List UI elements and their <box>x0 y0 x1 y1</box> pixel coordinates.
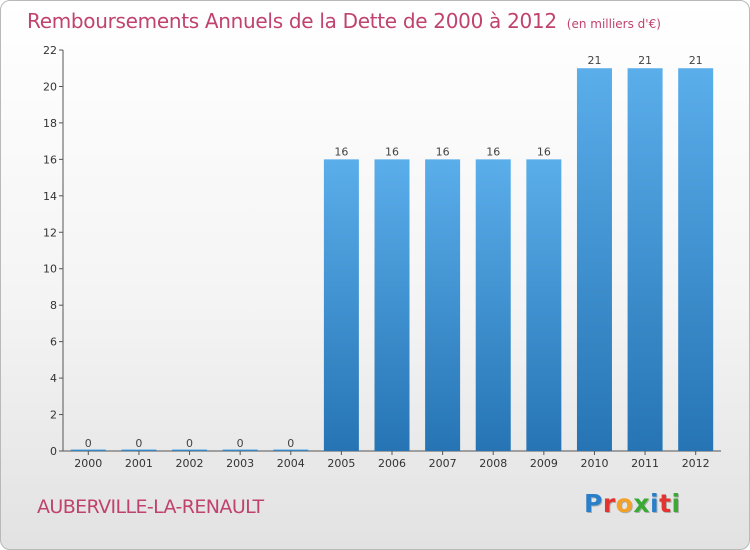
x-tick-label: 2012 <box>682 457 710 470</box>
bar <box>678 68 714 452</box>
x-axis: 2000 2001 2002 2003 2004 2005 2006 2007 2008 2009… <box>63 450 721 470</box>
x-tick-label: 2006 <box>378 457 406 470</box>
x-tick-label: 2009 <box>530 457 558 470</box>
bar <box>172 449 208 451</box>
y-tick-label: 18 <box>43 117 57 130</box>
bar <box>576 68 612 452</box>
bar <box>475 159 511 451</box>
bar <box>70 449 106 451</box>
data-label: 21 <box>689 54 703 67</box>
logo-letter: t <box>659 489 672 518</box>
data-label: 0 <box>287 437 294 450</box>
y-tick-label: 14 <box>43 190 57 203</box>
data-labels: 0 0 0 0 0 16 16 16 16 16 21 21 21 <box>85 54 703 450</box>
commune-name: AUBERVILLE-LA-RENAULT <box>37 496 264 518</box>
logo-letter: x <box>633 489 650 518</box>
x-tick-label: 2010 <box>580 457 608 470</box>
chart-title: Remboursements Annuels de la Dette de 20… <box>27 9 661 33</box>
bar <box>425 159 461 451</box>
chart-subtitle: (en milliers d'€) <box>566 17 661 31</box>
bar <box>627 68 663 452</box>
logo-letter: P <box>584 489 603 518</box>
data-label: 16 <box>436 145 450 158</box>
data-label: 0 <box>237 437 244 450</box>
y-tick-label: 6 <box>50 336 57 349</box>
proxiti-logo[interactable]: Proxiti <box>584 489 681 518</box>
bars <box>70 68 714 452</box>
bar <box>121 449 157 451</box>
x-tick-label: 2005 <box>327 457 355 470</box>
y-tick-label: 4 <box>50 372 57 385</box>
x-tick-label: 2004 <box>277 457 305 470</box>
data-label: 21 <box>587 54 601 67</box>
logo-letter: o <box>615 489 634 518</box>
y-tick-label: 0 <box>50 445 57 458</box>
x-tick-label: 2007 <box>429 457 457 470</box>
x-tick-label: 2011 <box>631 457 659 470</box>
bar <box>222 449 258 451</box>
chart-title-text: Remboursements Annuels de la Dette de 20… <box>27 9 557 33</box>
logo-letter: i <box>671 489 681 518</box>
x-tick-label: 2001 <box>125 457 153 470</box>
data-label: 0 <box>135 437 142 450</box>
y-tick-label: 2 <box>50 409 57 422</box>
data-label: 16 <box>537 145 551 158</box>
logo-letter: i <box>650 489 660 518</box>
data-label: 21 <box>638 54 652 67</box>
bar <box>323 159 359 451</box>
y-axis: 0 2 4 6 8 10 12 14 16 18 20 22 <box>43 44 64 458</box>
y-tick-label: 8 <box>50 299 57 312</box>
y-tick-label: 20 <box>43 80 57 93</box>
x-tick-label: 2008 <box>479 457 507 470</box>
y-tick-label: 16 <box>43 153 57 166</box>
logo-letter: r <box>602 489 616 518</box>
data-label: 0 <box>186 437 193 450</box>
y-tick-label: 12 <box>43 226 57 239</box>
y-tick-label: 22 <box>43 44 57 57</box>
bar <box>273 449 309 451</box>
bar <box>374 159 410 451</box>
x-tick-label: 2003 <box>226 457 254 470</box>
data-label: 16 <box>385 145 399 158</box>
x-tick-label: 2000 <box>74 457 102 470</box>
x-tick-label: 2002 <box>176 457 204 470</box>
data-label: 16 <box>486 145 500 158</box>
data-label: 0 <box>85 437 92 450</box>
bar <box>526 159 562 451</box>
y-tick-label: 10 <box>43 263 57 276</box>
data-label: 16 <box>334 145 348 158</box>
